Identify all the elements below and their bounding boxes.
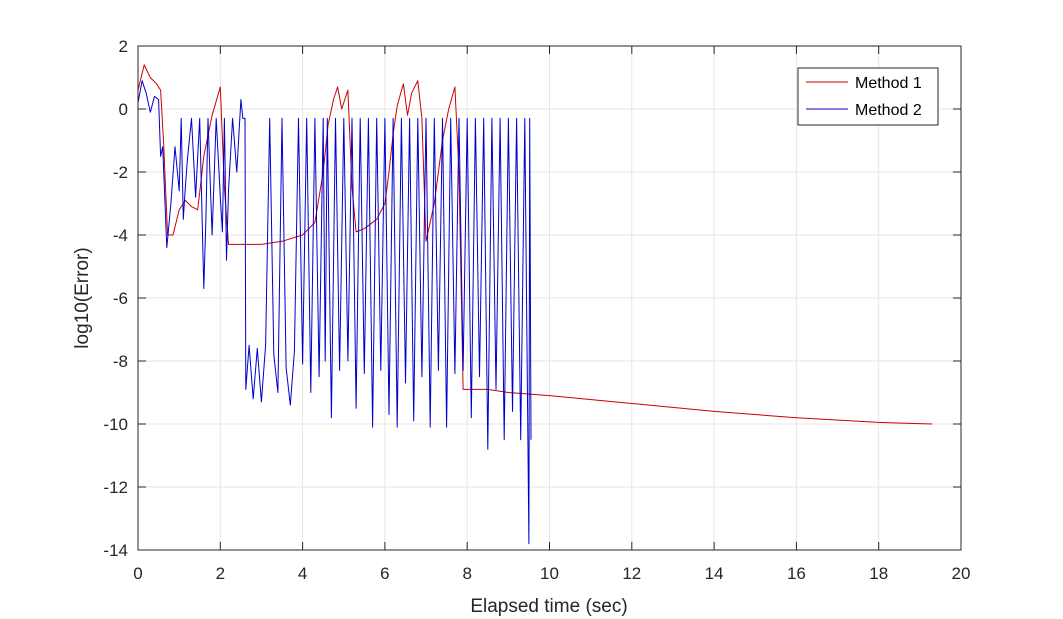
legend-label-method-2: Method 2 (855, 102, 922, 119)
x-axis-label: Elapsed time (sec) (470, 596, 627, 617)
y-tick-label: -14 (103, 541, 128, 560)
y-tick-label: -4 (113, 226, 128, 245)
x-tick-label: 8 (462, 564, 471, 583)
y-tick-label: -2 (113, 163, 128, 182)
x-tick-label: 4 (298, 564, 307, 583)
legend-label-method-1: Method 1 (855, 75, 922, 92)
legend: Method 1 Method 2 (797, 67, 939, 126)
y-tick-label: 0 (119, 100, 128, 119)
x-tick-label: 10 (540, 564, 559, 583)
x-tick-labels: 0 2 4 6 8 10 12 14 16 18 20 (133, 564, 970, 583)
legend-box (797, 67, 939, 126)
x-tick-label: 2 (216, 564, 225, 583)
x-tick-label: 20 (952, 564, 971, 583)
y-tick-label: -8 (113, 352, 128, 371)
x-tick-label: 18 (869, 564, 888, 583)
plot-frame (137, 45, 962, 551)
series-group (137, 64, 933, 545)
y-tick-label: -12 (103, 478, 128, 497)
x-tick-label: 6 (380, 564, 389, 583)
x-tick-label: 12 (622, 564, 641, 583)
x-tick-label: 16 (787, 564, 806, 583)
series-line-method-2 (137, 80, 532, 545)
x-tick-label: 14 (705, 564, 724, 583)
y-tick-label: -10 (103, 415, 128, 434)
x-tick-label: 0 (133, 564, 142, 583)
y-tick-label: 2 (119, 37, 128, 56)
y-tick-labels: 2 0 -2 -4 -6 -8 -10 -12 -14 (103, 37, 128, 560)
y-tick-label: -6 (113, 289, 128, 308)
y-axis-label: log10(Error) (72, 247, 93, 348)
